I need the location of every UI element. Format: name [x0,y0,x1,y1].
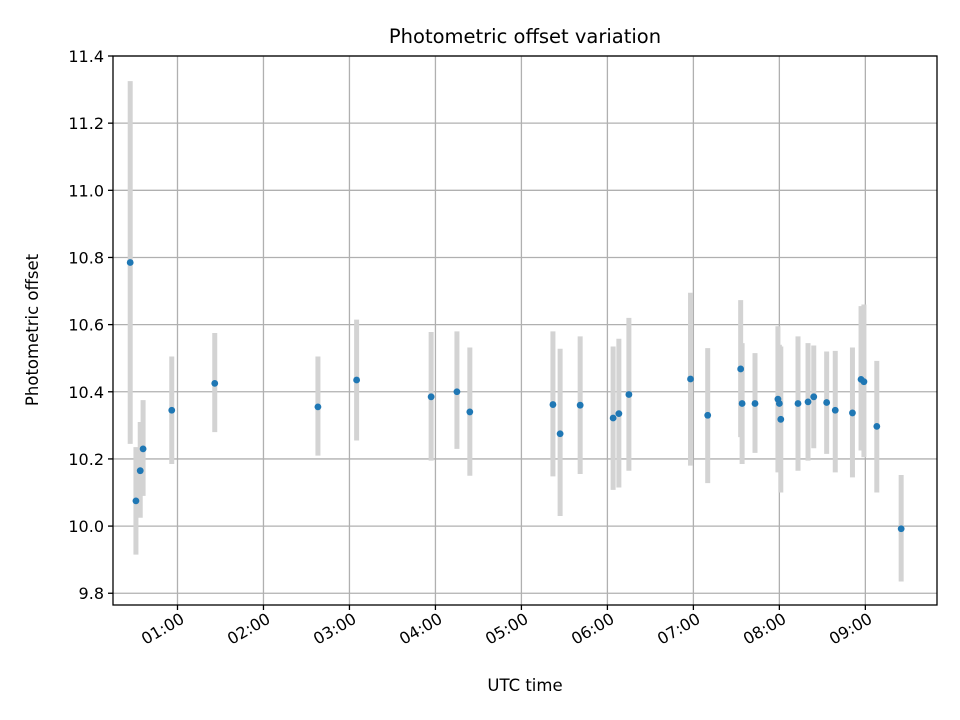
y-tick-label: 11.2 [68,114,104,133]
x-axis-ticks: 01:00 02:00 03:00 04:00 05:00 06:00 07:00 08:00… [138,605,875,649]
y-axis-title: Photometric offset [23,253,42,406]
x-tick-label: 07:00 [654,609,703,649]
x-tick-label: 03:00 [310,609,359,649]
data-point [427,393,435,401]
data-point [873,422,881,430]
point-layer [126,259,905,533]
data-point [466,408,474,416]
data-point [625,391,633,398]
x-tick-label: 01:00 [138,609,187,649]
plot-frame [112,55,938,606]
y-tick-label: 10.8 [68,248,104,267]
x-tick-label: 02:00 [224,609,273,649]
data-point [738,400,746,407]
x-tick-label: 08:00 [740,609,789,649]
data-point [168,406,176,414]
data-point [860,378,868,386]
data-point [810,393,818,401]
errorbar-layer [127,81,904,582]
y-axis-ticks: 9.8 10.0 10.2 10.4 10.6 10.8 11.0 11.2 11.4 [68,47,113,603]
data-point [211,379,219,387]
y-tick-label: 9.8 [79,584,104,603]
data-point [139,445,147,453]
data-point [126,259,134,266]
data-point [609,414,617,422]
data-point [751,400,759,407]
data-point [549,401,557,408]
y-tick-label: 10.6 [68,316,104,335]
data-point [794,400,802,407]
x-axis-title: UTC time [487,676,562,695]
data-point [704,411,712,419]
x-tick-label: 04:00 [396,609,445,649]
data-point [775,400,783,407]
y-tick-label: 10.0 [68,517,104,536]
data-point [687,375,694,383]
data-point [576,401,584,409]
data-point [132,497,140,505]
chart-title: Photometric offset variation [389,25,661,48]
data-point [897,525,905,533]
data-point [353,376,361,384]
y-tick-label: 11.4 [68,47,104,66]
x-tick-label: 06:00 [568,609,617,649]
data-point [831,406,839,414]
data-point [737,365,745,373]
y-tick-label: 11.0 [68,181,104,200]
data-point [615,410,623,418]
x-tick-label: 09:00 [826,609,875,649]
data-point [804,398,812,406]
data-point [777,415,785,423]
y-tick-label: 10.2 [68,450,104,469]
data-point [314,403,322,411]
data-point [453,388,461,396]
y-tick-label: 10.4 [68,383,104,402]
grid-layer [113,55,937,605]
x-tick-label: 05:00 [482,609,531,649]
data-point [136,467,144,475]
data-point [823,399,831,406]
data-point [849,409,856,417]
data-point [556,430,564,438]
